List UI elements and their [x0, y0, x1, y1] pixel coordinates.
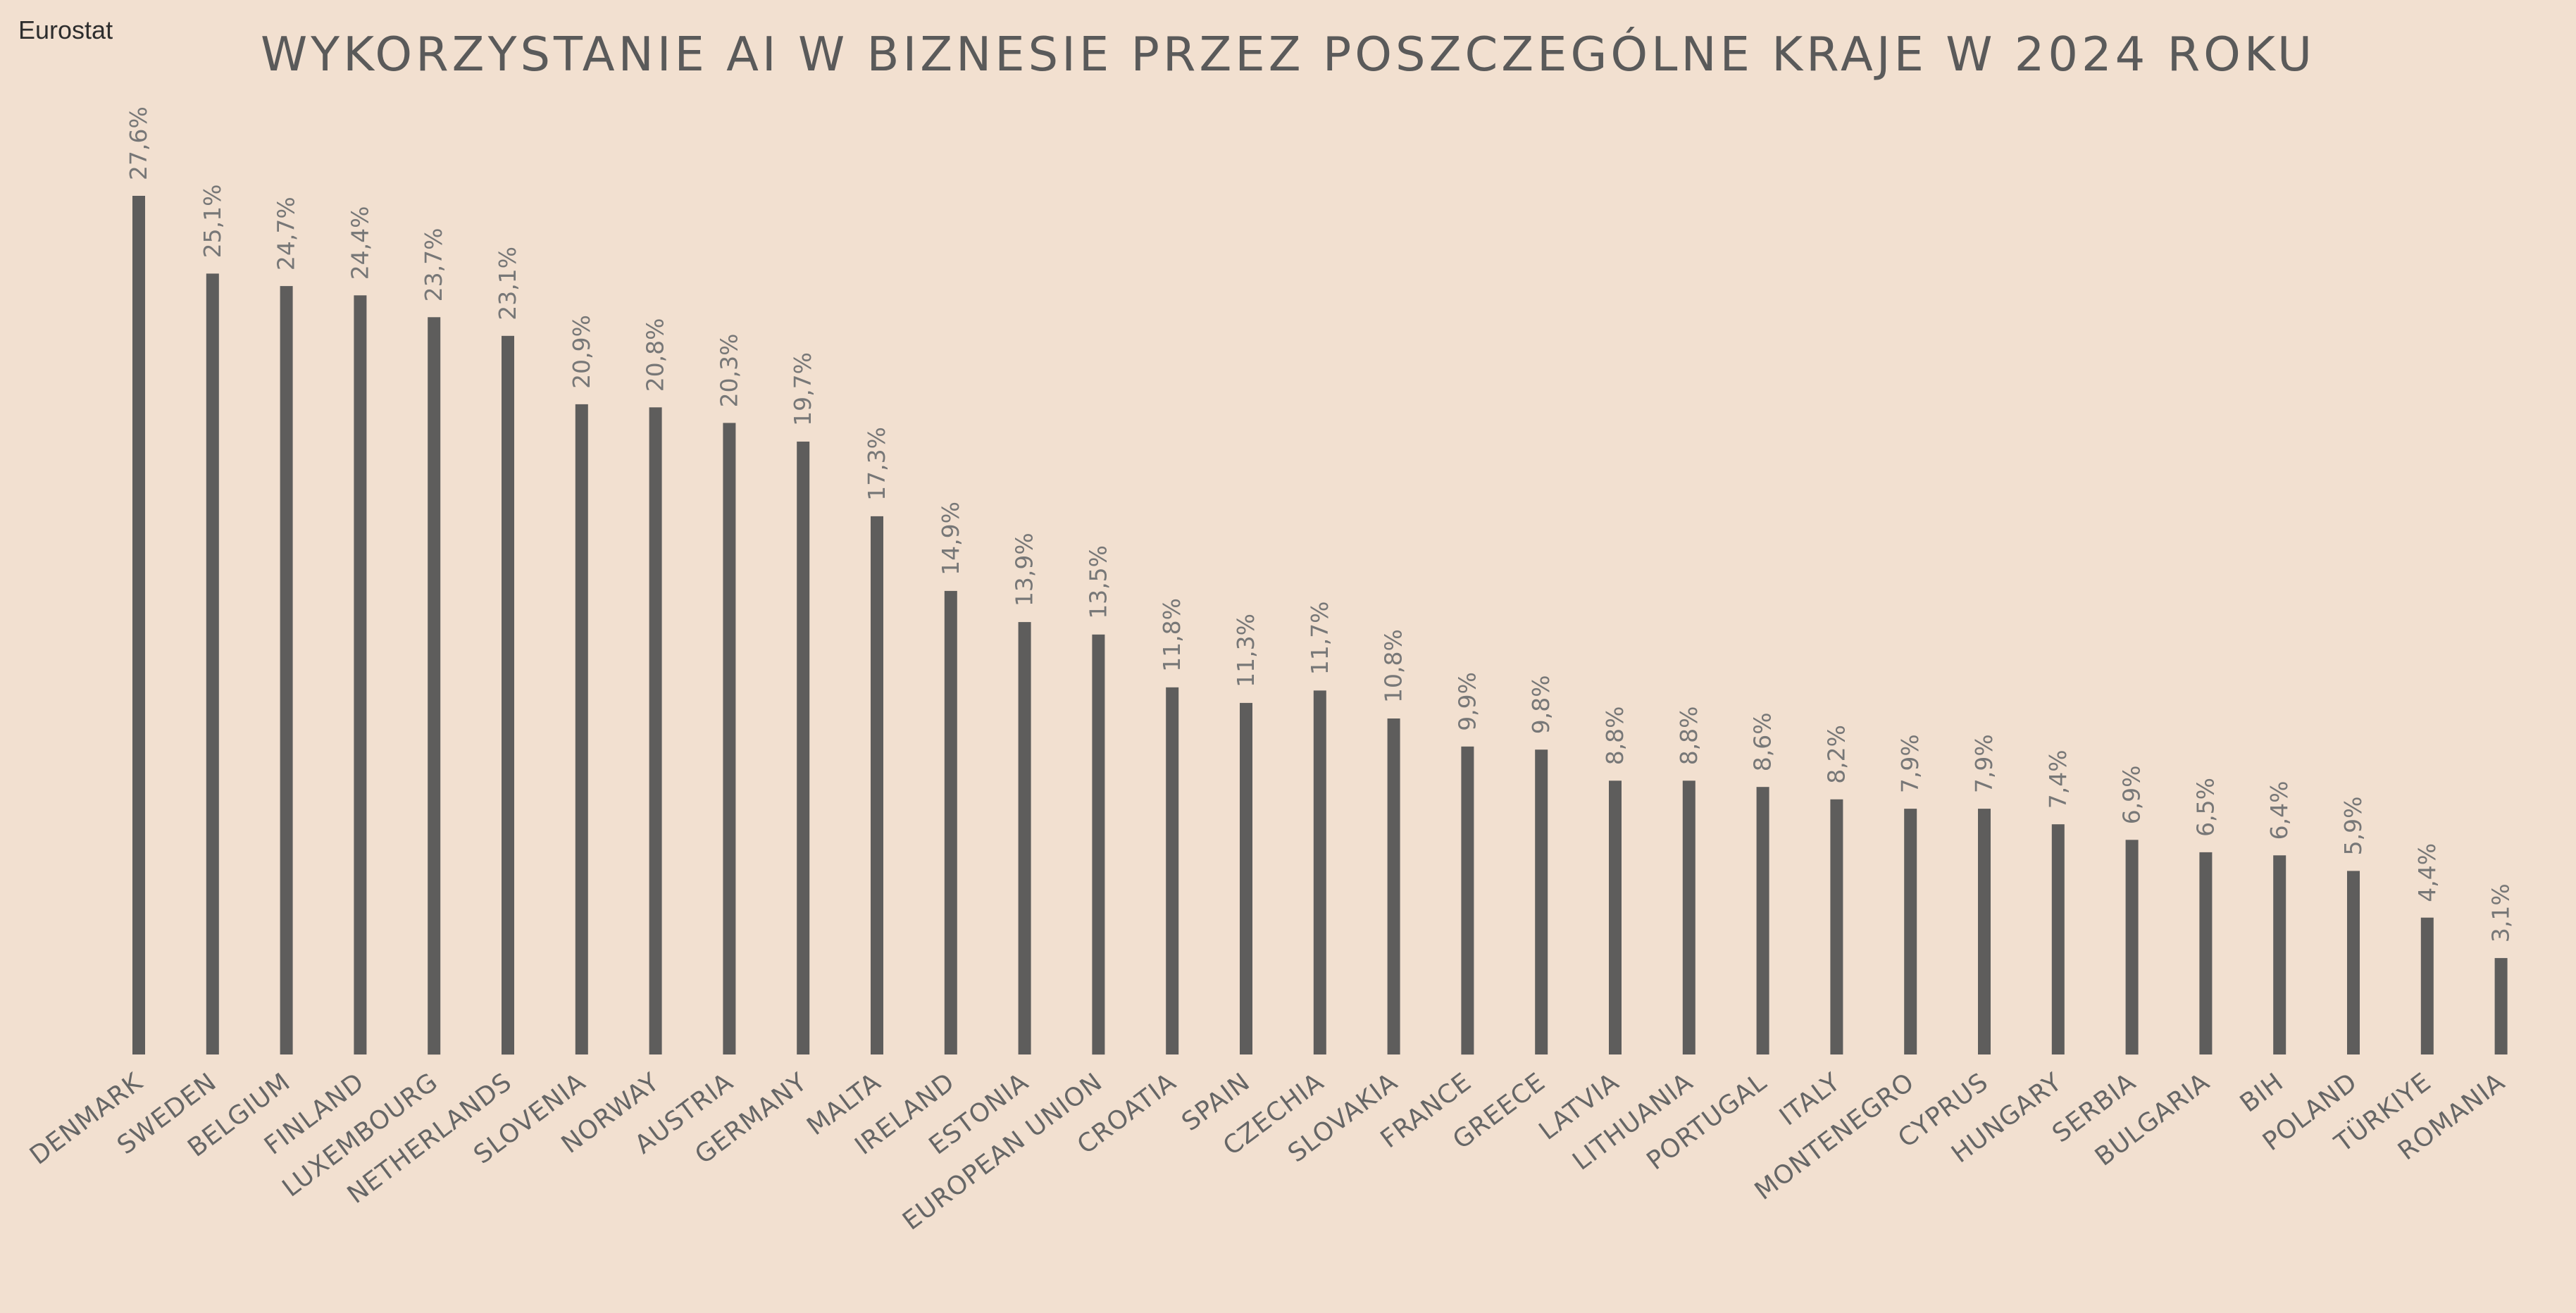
bar-montenegro	[1904, 809, 1917, 1054]
bar-estonia	[1018, 622, 1031, 1054]
bar-spain	[1240, 702, 1252, 1054]
bar-slovenia	[575, 404, 588, 1054]
value-label: 8,8%	[1675, 706, 1703, 765]
bar-czechia	[1313, 690, 1326, 1054]
bar-netherlands	[502, 335, 514, 1055]
value-label: 20,3%	[715, 334, 742, 408]
value-label: 6,9%	[2118, 765, 2146, 824]
value-label: 19,7%	[789, 352, 816, 426]
value-label: 17,3%	[863, 427, 890, 501]
bar-ireland	[944, 590, 957, 1054]
bar-finland	[354, 295, 367, 1054]
value-label: 5,9%	[2339, 797, 2367, 856]
value-label: 9,9%	[1453, 672, 1481, 731]
value-label: 3,1%	[2487, 883, 2515, 942]
bar-malta	[871, 516, 883, 1054]
value-label: 11,8%	[1158, 598, 1186, 672]
value-labels-group: 27,6% 25,1% 24,7% 24,4% 23,7% 23,1% 20,9% 20,8%…	[125, 106, 2515, 942]
value-label: 20,8%	[642, 318, 669, 392]
value-label: 8,2%	[1822, 725, 1850, 784]
bar-türkiye	[2420, 917, 2434, 1054]
bar-bih	[2273, 855, 2286, 1054]
bar-hungary	[2051, 824, 2065, 1054]
bar-european-union	[1092, 634, 1105, 1055]
bar-poland	[2347, 871, 2360, 1054]
value-label: 4,4%	[2413, 843, 2441, 902]
value-label: 7,9%	[1970, 734, 1998, 793]
value-label: 6,4%	[2265, 780, 2293, 840]
bar-croatia	[1166, 687, 1179, 1054]
value-label: 23,1%	[494, 247, 521, 321]
bar-norway	[649, 407, 662, 1054]
value-label: 11,3%	[1232, 614, 1259, 687]
value-label: 25,1%	[199, 185, 226, 259]
bar-serbia	[2125, 840, 2139, 1055]
bar-slovakia	[1387, 718, 1400, 1054]
chart-title: WYKORZYSTANIE AI W BIZNESIE PRZEZ POSZCZ…	[260, 27, 2316, 82]
bar-greece	[1535, 749, 1548, 1054]
bar-sweden	[206, 273, 219, 1054]
value-label: 13,9%	[1011, 533, 1038, 606]
bar-france	[1461, 746, 1474, 1055]
value-label: 24,7%	[273, 197, 300, 270]
value-label: 20,9%	[568, 315, 595, 389]
value-label: 24,4%	[346, 206, 373, 280]
value-label: 14,9%	[937, 502, 964, 575]
bar-lithuania	[1682, 780, 1695, 1054]
bar-cyprus	[1978, 809, 1991, 1054]
value-label: 27,6%	[125, 106, 152, 180]
value-label: 6,5%	[2191, 778, 2219, 837]
bar-portugal	[1756, 787, 1769, 1054]
value-label: 9,8%	[1527, 675, 1555, 734]
value-label: 13,5%	[1084, 545, 1112, 619]
bar-belgium	[280, 286, 293, 1055]
value-label: 23,7%	[420, 228, 447, 301]
bar-romania	[2494, 958, 2508, 1054]
value-label: 7,9%	[1896, 734, 1924, 793]
value-label: 8,8%	[1601, 706, 1629, 765]
bars-group	[132, 196, 2508, 1055]
value-label: 11,7%	[1306, 601, 1333, 675]
value-label: 7,4%	[2044, 749, 2072, 809]
bar-latvia	[1609, 780, 1622, 1054]
bar-bulgaria	[2199, 852, 2213, 1054]
bar-austria	[723, 423, 736, 1054]
value-label: 8,6%	[1749, 712, 1777, 771]
bar-luxembourg	[428, 317, 441, 1055]
bar-germany	[797, 441, 810, 1054]
category-labels-group: DENMARKSWEDENBELGIUMFINLANDLUXEMBOURGNET…	[25, 1067, 2510, 1236]
bar-italy	[1830, 799, 1843, 1054]
source-label: Eurostat	[18, 15, 113, 44]
bar-denmark	[132, 196, 145, 1054]
category-label: BIH	[2235, 1067, 2289, 1118]
value-label: 10,8%	[1380, 629, 1407, 703]
